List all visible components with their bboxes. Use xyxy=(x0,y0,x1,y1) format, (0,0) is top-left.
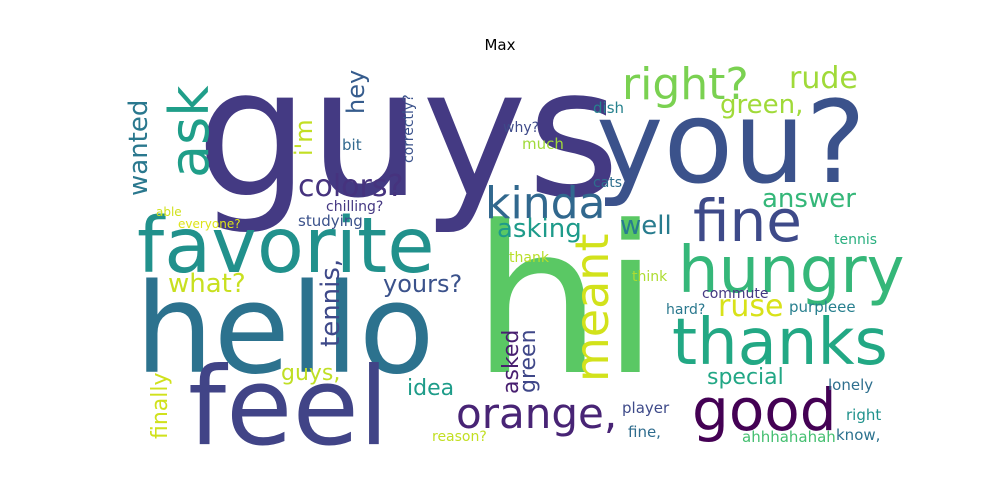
word-green-comma: green, xyxy=(720,90,804,120)
word-hi: hi xyxy=(472,183,659,421)
word-tennis-comma: tennis, xyxy=(316,258,346,347)
word-thank: thank xyxy=(509,250,549,266)
word-commute: commute xyxy=(702,286,769,302)
word-colors: colors? xyxy=(298,169,404,204)
word-favorite: favorite xyxy=(137,202,435,291)
word-know: know, xyxy=(836,426,881,444)
word-thanks: thanks xyxy=(672,306,888,380)
word-meant: meant xyxy=(565,233,619,383)
word-answer: answer xyxy=(762,184,856,214)
word-hungry: hungry xyxy=(678,234,905,308)
word-ask: ask xyxy=(158,85,221,179)
word-you: you? xyxy=(596,76,866,209)
word-cats: cats xyxy=(593,175,623,191)
word-rude: rude xyxy=(789,61,858,96)
word-im: i'm xyxy=(290,119,318,156)
word-everyone: everyone? xyxy=(178,217,241,231)
word-idea: idea xyxy=(407,376,455,401)
word-tennis: tennis xyxy=(834,232,878,248)
word-orange: orange, xyxy=(456,389,618,438)
word-fine-comma: fine, xyxy=(628,423,661,441)
word-able: able xyxy=(156,205,182,219)
word-kinda: kinda xyxy=(485,178,606,229)
word-lonely: lonely xyxy=(828,376,874,394)
word-feel: feel xyxy=(188,345,389,470)
word-studying: studying xyxy=(298,212,363,230)
word-hard: hard? xyxy=(666,302,706,318)
word-hey: hey xyxy=(342,69,370,114)
word-special: special xyxy=(707,365,784,390)
word-think: think xyxy=(632,269,668,285)
word-wanted: wanted xyxy=(124,99,154,196)
word-player: player xyxy=(622,399,670,417)
word-ruse: ruse xyxy=(718,289,784,324)
word-yours: yours? xyxy=(383,270,463,298)
word-much: much xyxy=(522,135,564,153)
word-right-q: right? xyxy=(622,59,749,110)
word-dish: dish xyxy=(593,99,625,117)
word-finally: finally xyxy=(148,372,173,439)
word-fine: fine xyxy=(693,187,802,255)
word-purpleee: purpleee xyxy=(789,298,856,316)
word-green: green xyxy=(516,329,541,393)
word-why: why? xyxy=(503,120,540,136)
chart-title: Max xyxy=(484,36,516,54)
word-right: right xyxy=(846,406,882,424)
word-guys-comma: guys, xyxy=(281,361,341,386)
word-well: well xyxy=(620,211,672,241)
word-bit: bit xyxy=(342,136,362,154)
word-reason: reason? xyxy=(432,429,487,445)
word-what: what? xyxy=(168,269,246,299)
word-hello: hello xyxy=(135,258,435,402)
word-asking: asking xyxy=(497,214,582,244)
word-correctly: correctly? xyxy=(401,94,417,163)
word-ahhhahahah: ahhhahahah xyxy=(742,428,836,446)
word-guys: guys xyxy=(196,30,620,237)
word-chilling: chilling? xyxy=(326,199,384,215)
word-good: good xyxy=(692,376,837,444)
